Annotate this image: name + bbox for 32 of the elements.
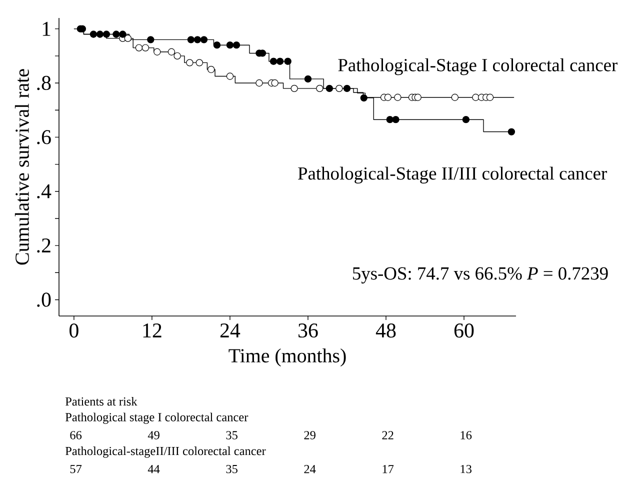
text: 44 — [148, 465, 160, 474]
x-tick-label: 36 — [298, 324, 318, 338]
y-tick-label: .4 — [37, 184, 52, 198]
y-tick-label: .0 — [37, 292, 51, 307]
text: 24 — [304, 465, 316, 474]
x-axis-title: Time (months) — [228, 348, 346, 367]
text: Pathological stage I colorectal cancer — [65, 412, 248, 424]
y-tick-label: .2 — [37, 238, 50, 253]
text: 13 — [460, 464, 472, 474]
text: 66 — [70, 431, 82, 440]
text: 35 — [226, 464, 238, 474]
y-axis-title: Cumulative survival rate — [14, 69, 29, 265]
text: 29 — [304, 431, 316, 440]
text: 22 — [382, 431, 394, 440]
x-tick-label: 60 — [454, 324, 474, 338]
text: Patients at risk — [65, 397, 138, 406]
x-tick-label: 0 — [70, 324, 78, 338]
text: Pathological-Stage II/III colorectal cancer — [298, 166, 607, 184]
text: Pathological-stageII/III colorectal cancer — [65, 446, 266, 458]
x-tick-label: 24 — [220, 324, 240, 338]
text: 49 — [148, 431, 160, 440]
text: 17 — [382, 465, 394, 474]
y-tick-label: .8 — [37, 76, 51, 90]
series-label: Pathological-Stage I colorectal cancer — [338, 58, 618, 76]
annotation: 5ys-OS: 74.7 vs 66.5% P = 0.7239 — [353, 267, 608, 284]
x-tick-label: 48 — [376, 324, 396, 338]
x-tick-label: 12 — [143, 324, 162, 338]
y-tick-label: .6 — [37, 130, 51, 144]
text: 57 — [70, 465, 82, 474]
text: 35 — [226, 431, 238, 440]
text: 16 — [460, 431, 472, 440]
y-tick-label: 1 — [42, 22, 50, 36]
